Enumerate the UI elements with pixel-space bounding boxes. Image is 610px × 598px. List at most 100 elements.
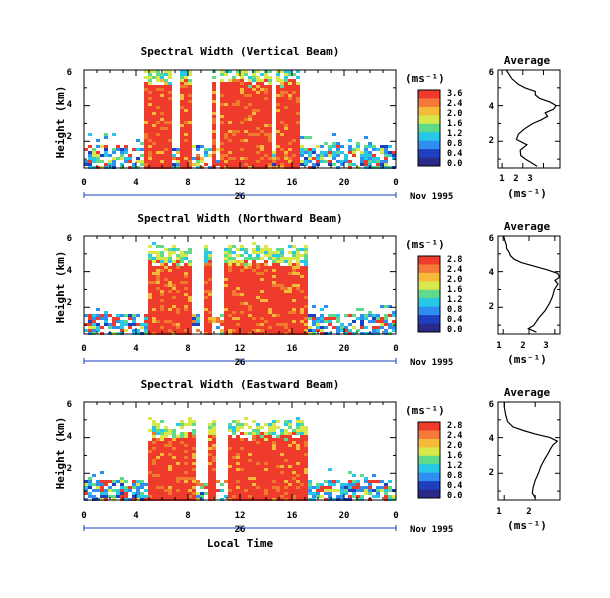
heatmap-cell	[392, 495, 396, 498]
heatmap-cell	[136, 148, 140, 151]
heatmap-cell	[264, 311, 268, 314]
x-tick-label: 16	[287, 178, 298, 188]
heatmap-cell	[96, 139, 100, 142]
heatmap-cell	[288, 275, 292, 278]
heatmap-cell	[196, 148, 200, 151]
heatmap-cell	[224, 115, 228, 118]
heatmap-cell	[272, 486, 276, 489]
heatmap-cell	[288, 269, 292, 272]
heatmap-cell	[240, 103, 244, 106]
heatmap-cell	[284, 308, 288, 311]
heatmap-cell	[212, 91, 216, 94]
date-label: Nov 1995	[410, 358, 453, 368]
heatmap-cell	[172, 471, 176, 474]
heatmap-cell	[156, 459, 160, 462]
colorbar-label: 0.4	[447, 481, 462, 491]
heatmap-cell	[292, 106, 296, 109]
heatmap-cell	[176, 151, 180, 154]
heatmap-cell	[268, 79, 272, 82]
heatmap-cell	[144, 483, 148, 486]
heatmap-cell	[252, 323, 256, 326]
heatmap-cell	[256, 471, 260, 474]
heatmap-cell	[164, 429, 168, 432]
heatmap-cell	[360, 326, 364, 329]
heatmap-cell	[112, 320, 116, 323]
heatmap-cell	[260, 477, 264, 480]
heatmap-cell	[220, 103, 224, 106]
heatmap-cell	[148, 127, 152, 130]
heatmap-cell	[280, 468, 284, 471]
heatmap-cell	[300, 281, 304, 284]
heatmap-cell	[188, 438, 192, 441]
heatmap-cell	[276, 103, 280, 106]
heatmap-cell	[296, 145, 300, 148]
heatmap-cell	[276, 97, 280, 100]
heatmap-cell	[120, 492, 124, 495]
heatmap-cell	[348, 486, 352, 489]
heatmap-cell	[152, 314, 156, 317]
heatmap-cell	[280, 160, 284, 163]
heatmap-cell	[232, 314, 236, 317]
heatmap-cell	[140, 142, 144, 145]
heatmap-cell	[84, 483, 88, 486]
heatmap-cell	[168, 323, 172, 326]
heatmap-cell	[304, 474, 308, 477]
heatmap-cell	[152, 483, 156, 486]
heatmap-cell	[260, 492, 264, 495]
heatmap-cell	[296, 317, 300, 320]
heatmap-cell	[292, 465, 296, 468]
heatmap-cell	[256, 486, 260, 489]
heatmap-cell	[124, 329, 128, 332]
heatmap-cell	[204, 293, 208, 296]
heatmap-cell	[292, 492, 296, 495]
heatmap-cell	[300, 480, 304, 483]
heatmap-cell	[180, 296, 184, 299]
heatmap-cell	[180, 148, 184, 151]
heatmap-cell	[300, 302, 304, 305]
heatmap-cell	[164, 103, 168, 106]
heatmap-cell	[336, 154, 340, 157]
heatmap-cell	[228, 151, 232, 154]
heatmap-cell	[156, 480, 160, 483]
heatmap-cell	[252, 447, 256, 450]
heatmap-cell	[132, 483, 136, 486]
heatmap-cell	[276, 489, 280, 492]
heatmap-cell	[148, 477, 152, 480]
heatmap-cell	[304, 157, 308, 160]
heatmap-cell	[176, 468, 180, 471]
heatmap-cell	[240, 260, 244, 263]
heatmap-cell	[200, 495, 204, 498]
heatmap-cell	[284, 260, 288, 263]
colorbar-swatch	[418, 123, 440, 133]
heatmap-cell	[148, 305, 152, 308]
heatmap-cell	[160, 444, 164, 447]
heatmap-cell	[224, 287, 228, 290]
heatmap-cell	[188, 130, 192, 133]
heatmap-cell	[188, 290, 192, 293]
heatmap-cell	[264, 130, 268, 133]
heatmap-cell	[240, 145, 244, 148]
heatmap-cell	[264, 432, 268, 435]
heatmap-cell	[184, 106, 188, 109]
heatmap-cell	[208, 305, 212, 308]
heatmap-cell	[248, 302, 252, 305]
heatmap-cell	[296, 311, 300, 314]
heatmap-cell	[244, 278, 248, 281]
heatmap-cell	[336, 151, 340, 154]
heatmap-cell	[268, 293, 272, 296]
heatmap-cell	[208, 290, 212, 293]
heatmap-cell	[188, 281, 192, 284]
heatmap-cell	[244, 73, 248, 76]
heatmap-cell	[228, 109, 232, 112]
heatmap-cell	[260, 281, 264, 284]
heatmap-cell	[224, 299, 228, 302]
heatmap-cell	[256, 459, 260, 462]
heatmap-cell	[328, 314, 332, 317]
heatmap-cell	[240, 70, 244, 73]
heatmap-cell	[284, 317, 288, 320]
heatmap-cell	[184, 151, 188, 154]
heatmap-cell	[304, 305, 308, 308]
heatmap-cell	[152, 323, 156, 326]
heatmap-cell	[152, 76, 156, 79]
